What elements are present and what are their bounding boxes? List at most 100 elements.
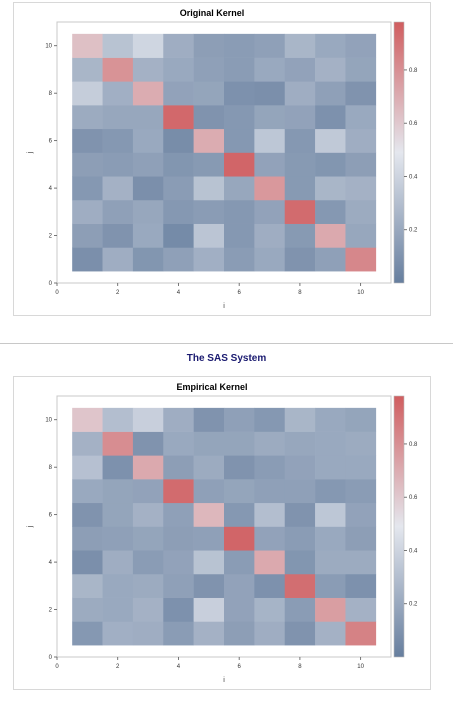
heatmap-cell	[72, 223, 103, 248]
x-tick-label: 0	[55, 290, 59, 296]
heatmap-cell	[345, 105, 377, 130]
y-tick-label: 10	[45, 44, 52, 50]
x-tick-label: 4	[177, 290, 181, 296]
heatmap-cell	[132, 479, 164, 504]
heatmap-cell	[224, 128, 255, 153]
heatmap-cell	[254, 81, 286, 106]
heatmap-cell	[193, 550, 225, 575]
heatmap-cell	[72, 176, 103, 201]
y-axis-label: j	[27, 151, 34, 154]
heatmap-cell	[193, 81, 225, 106]
heatmap-cell	[224, 597, 255, 622]
heatmap-cell	[284, 81, 316, 106]
heatmap-cell	[254, 105, 286, 130]
colorbar-tick-label: 0.4	[409, 174, 418, 180]
heatmap-cell	[284, 247, 316, 272]
heatmap-cell	[72, 105, 103, 130]
heatmap-cell	[193, 105, 225, 130]
heatmap-cell	[284, 573, 316, 598]
heatmap-cell	[193, 621, 225, 646]
heatmap-cell	[284, 502, 316, 527]
heatmap-cell	[345, 57, 377, 82]
heatmap-cell	[345, 128, 377, 153]
heatmap-cell	[345, 81, 377, 106]
y-tick-label: 6	[49, 139, 53, 145]
system-title: The SAS System	[186, 353, 267, 364]
heatmap-cell	[102, 597, 134, 622]
heatmap-cell	[193, 573, 225, 598]
heatmap-cell	[315, 407, 346, 432]
heatmap-cell	[224, 455, 255, 480]
original-kernel-heatmap: Original Kernel 0 2 4 6 8 10 0 2 4 6 8 10 i j 0.2 0.4 0.6…	[27, 8, 418, 310]
heatmap-cell	[345, 152, 377, 177]
heatmap-cell	[224, 33, 255, 58]
heatmap-cell	[284, 597, 316, 622]
heatmap-cell	[193, 128, 225, 153]
heatmap-cell	[163, 128, 194, 153]
heatmap-cell	[284, 33, 316, 58]
heatmap-cell	[284, 199, 316, 224]
heatmap-cell	[224, 105, 255, 130]
heatmap-cell	[345, 550, 377, 575]
heatmap-cell	[345, 223, 377, 248]
x-tick-label: 10	[357, 664, 364, 670]
heatmap-cell	[102, 105, 134, 130]
heatmap-cell	[102, 33, 134, 58]
heatmap-cell	[72, 597, 103, 622]
section-divider	[0, 343, 453, 344]
chart-title: Empirical Kernel	[176, 382, 247, 392]
heatmap-cell	[254, 621, 286, 646]
heatmap-cell	[193, 455, 225, 480]
y-tick-label: 4	[49, 560, 53, 566]
heatmap-cell	[102, 479, 134, 504]
colorbar-tick-label: 0.6	[409, 121, 418, 127]
y-tick-label: 0	[49, 655, 53, 661]
heatmap-cell	[315, 176, 346, 201]
heatmap-cell	[315, 223, 346, 248]
heatmap-cell	[224, 621, 255, 646]
heatmap-cell	[163, 455, 194, 480]
heatmap-cell	[102, 57, 134, 82]
heatmap-cell	[102, 223, 134, 248]
heatmap-cell	[315, 57, 346, 82]
heatmap-cell	[163, 479, 194, 504]
heatmap-cell	[315, 455, 346, 480]
heatmap-cell	[254, 550, 286, 575]
heatmap-cell	[254, 597, 286, 622]
heatmap-cell	[315, 199, 346, 224]
x-tick-label: 6	[238, 664, 242, 670]
x-tick-label: 8	[298, 664, 302, 670]
heatmap-cell	[254, 431, 286, 456]
heatmap-cell	[254, 455, 286, 480]
empirical-kernel-heatmap: Empirical Kernel 0 2 4 6 8 10 0 2 4 6 8 10 i j 0.2 0.4 0.…	[27, 382, 418, 684]
x-axis-label: i	[223, 677, 225, 684]
heatmap-cell	[224, 431, 255, 456]
heatmap-cell	[224, 247, 255, 272]
heatmap-cell	[193, 431, 225, 456]
y-axis-label: j	[27, 525, 34, 528]
heatmap-cell	[284, 223, 316, 248]
heatmap-cell	[345, 247, 377, 272]
heatmap-cell	[132, 550, 164, 575]
heatmap-cell	[163, 57, 194, 82]
heatmap-cell	[163, 176, 194, 201]
heatmap-cell	[254, 247, 286, 272]
colorbar-tick-label: 0.2	[409, 602, 418, 608]
heatmap-cell	[284, 621, 316, 646]
heatmap-cell	[132, 199, 164, 224]
heatmap-cell	[102, 128, 134, 153]
heatmap-cell	[284, 57, 316, 82]
heatmap-cell	[254, 223, 286, 248]
heatmap-cell	[72, 199, 103, 224]
heatmap-cell	[132, 573, 164, 598]
heatmap-cell	[193, 57, 225, 82]
heatmap-cell	[193, 597, 225, 622]
heatmap-cell	[224, 199, 255, 224]
heatmap-cell	[254, 502, 286, 527]
heatmap-cell	[132, 597, 164, 622]
heatmap-cell	[315, 81, 346, 106]
heatmap-cell	[284, 152, 316, 177]
heatmap-cell	[72, 550, 103, 575]
heatmap-cell	[163, 526, 194, 551]
x-tick-label: 2	[116, 290, 120, 296]
